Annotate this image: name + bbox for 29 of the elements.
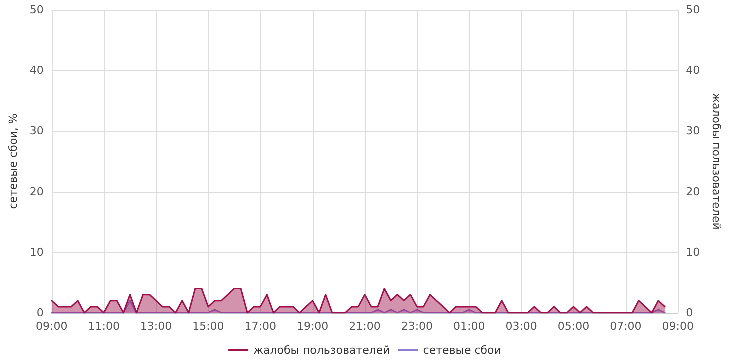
- x-tick-label: 09:00: [36, 320, 68, 333]
- x-tick-label: 01:00: [454, 320, 486, 333]
- x-tick-label: 21:00: [349, 320, 381, 333]
- x-tick-label: 07:00: [610, 320, 642, 333]
- y-tick-label: 50: [30, 4, 44, 16]
- y-tick-label: 30: [30, 124, 44, 138]
- y-axis-title: сетевые сбои, %: [7, 114, 20, 210]
- y2-axis-title: жалобы пользователей: [710, 93, 723, 230]
- x-tick-label: 19:00: [296, 320, 329, 333]
- y2-tick-label: 0: [686, 306, 694, 320]
- legend-label: сетевые сбои: [423, 344, 502, 357]
- x-tick-label: 15:00: [192, 320, 224, 333]
- y2-tick-label: 10: [686, 246, 700, 259]
- x-tick-label: 23:00: [401, 320, 434, 333]
- y-tick-label: 0: [36, 306, 44, 320]
- y-tick-label: 40: [30, 64, 44, 78]
- y2-tick-label: 20: [686, 185, 700, 198]
- x-tick-label: 17:00: [244, 320, 276, 333]
- x-tick-label: 03:00: [506, 320, 538, 333]
- y-tick-label: 10: [30, 246, 44, 259]
- y2-tick-label: 50: [686, 4, 700, 16]
- y2-tick-label: 40: [686, 64, 700, 78]
- y-tick-label: 20: [30, 185, 44, 198]
- x-tick-label: 05:00: [558, 320, 590, 333]
- legend-label: жалобы пользователей: [254, 344, 390, 357]
- x-tick-label: 11:00: [88, 320, 120, 333]
- y2-tick-label: 30: [686, 124, 700, 138]
- x-tick-label: 13:00: [140, 320, 172, 333]
- x-tick-label: 09:00: [662, 320, 694, 333]
